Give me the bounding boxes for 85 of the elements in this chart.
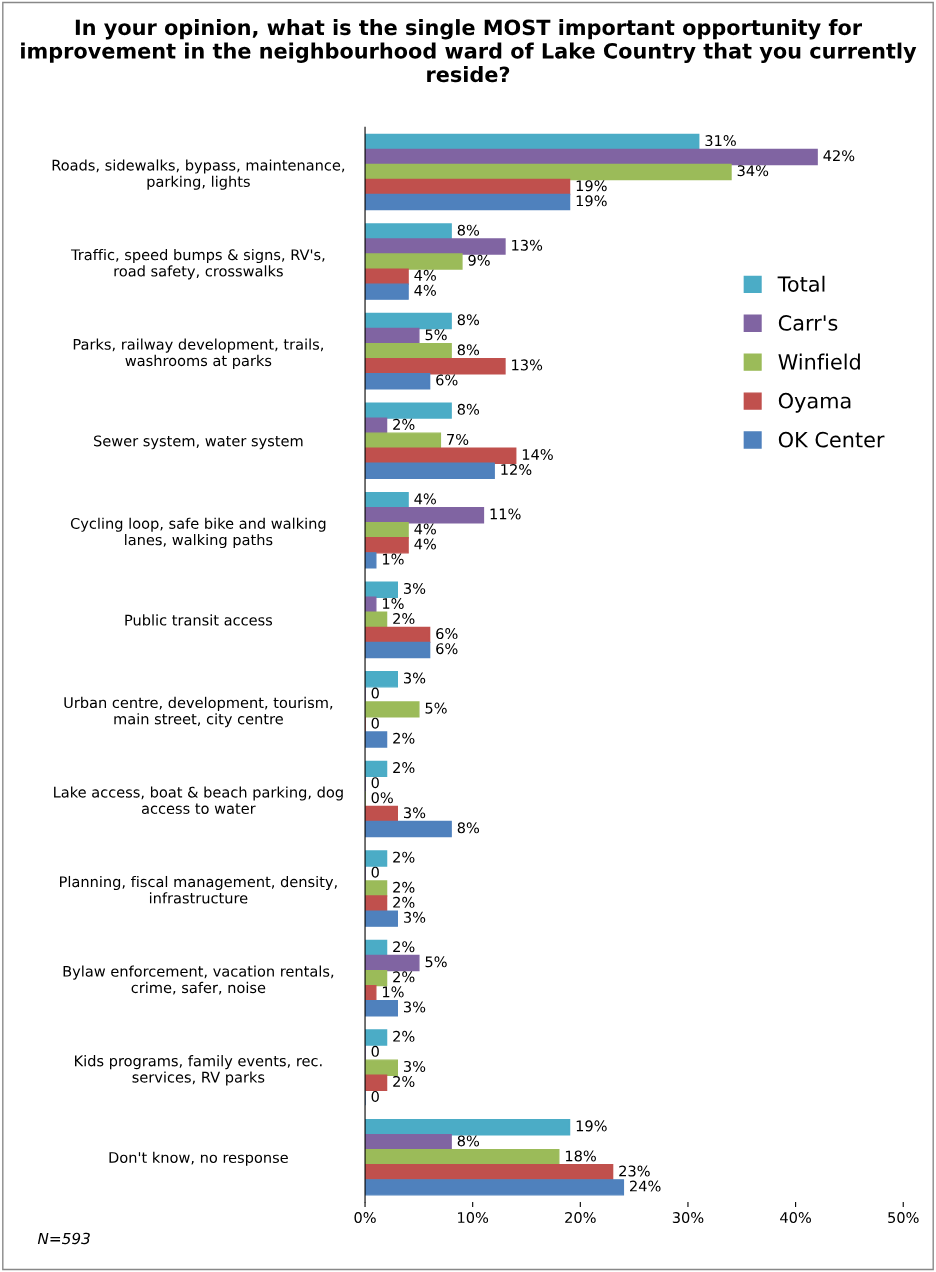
data-label: 3%: [404, 582, 426, 594]
data-label: 0: [371, 1045, 379, 1057]
legend-label: Oyama: [778, 392, 851, 413]
x-tick-label: 30%: [672, 1212, 704, 1224]
data-label: 34%: [737, 165, 769, 177]
data-label: 2%: [393, 851, 415, 863]
data-label: 4%: [414, 269, 436, 281]
data-label: 0: [371, 866, 379, 878]
data-label: 19%: [576, 195, 607, 207]
data-label: 3%: [404, 672, 426, 684]
data-label: 2%: [393, 896, 415, 908]
data-label: 6%: [436, 643, 458, 655]
y-tick-label: Don't know, no response: [109, 1151, 288, 1166]
data-label: 18%: [565, 1150, 596, 1162]
data-label: 7%: [447, 433, 469, 445]
legend-label: Carr's: [778, 315, 838, 331]
data-label: 4%: [414, 284, 436, 296]
data-label: 2%: [393, 732, 415, 744]
x-tick-label: 20%: [565, 1212, 596, 1224]
data-label: 2%: [393, 881, 415, 893]
data-label: 0: [371, 687, 379, 699]
data-label: 4%: [414, 538, 436, 550]
data-label: 14%: [522, 448, 553, 460]
data-label: 19%: [576, 180, 607, 192]
data-label: 2%: [393, 1030, 415, 1042]
y-tick-label: Roads, sidewalks, bypass, maintenance, parking, lights: [52, 159, 345, 190]
data-label: 3%: [404, 911, 426, 923]
y-tick-label: Sewer system, water system: [94, 435, 303, 450]
y-tick-label: Urban centre, development, tourism, main street, city centre: [64, 696, 333, 728]
data-label: 5%: [425, 956, 447, 968]
x-tick-label: 40%: [780, 1212, 811, 1224]
data-label: 8%: [457, 403, 480, 415]
y-tick-label: Parks, railway development, trails, washrooms at parks: [73, 338, 323, 369]
data-label: 1%: [382, 553, 404, 565]
data-label: 6%: [436, 374, 458, 386]
data-label: 11%: [490, 508, 521, 520]
x-tick-label: 0%: [354, 1212, 376, 1224]
y-tick-label: Public transit access: [125, 614, 273, 626]
y-tick-label: Cycling loop, safe bike and walking lanes, walking paths: [70, 517, 326, 549]
data-label: 2%: [393, 418, 415, 430]
data-label: 13%: [512, 239, 543, 251]
data-label: 8%: [457, 822, 480, 834]
data-label: 2%: [393, 971, 415, 983]
y-tick-label: Planning, fiscal management, density, infrastructure: [60, 875, 337, 904]
data-label: 13%: [512, 359, 543, 371]
y-tick-label: Kids programs, family events, rec. services, RV parks: [75, 1055, 322, 1086]
legend-label: OK Center: [778, 431, 885, 448]
data-label: 8%: [457, 224, 480, 236]
data-label: 24%: [630, 1180, 661, 1192]
data-label: 0: [371, 777, 379, 789]
data-label: 4%: [414, 493, 436, 505]
data-label: 2%: [393, 762, 415, 774]
data-label: 5%: [425, 329, 447, 341]
x-tick-label: 10%: [458, 1212, 489, 1224]
data-label: 0%: [371, 792, 393, 804]
data-label: 3%: [404, 1001, 426, 1013]
data-label: 2%: [393, 613, 415, 625]
data-label: 42%: [823, 150, 855, 162]
x-tick-label: 50%: [888, 1212, 919, 1224]
data-label: 3%: [404, 807, 426, 819]
y-tick-label: Lake access, boat & beach parking, dog access to water: [54, 786, 343, 814]
data-label: 3%: [404, 1060, 426, 1072]
data-label: 8%: [457, 344, 480, 356]
data-label: 12%: [501, 463, 532, 476]
data-label: 2%: [393, 941, 415, 953]
data-label: 4%: [414, 523, 436, 535]
data-label: 1%: [382, 986, 404, 998]
y-tick-label: Bylaw enforcement, vacation rentals, crime, safer, noise: [63, 965, 334, 995]
data-label: 1%: [382, 597, 404, 610]
data-label: 8%: [457, 314, 480, 326]
chart-title: In your opinion, what is the single MOST important opportunity for improvement in the neighbourhood ward of Lake Country that you currently reside?: [21, 19, 917, 83]
data-label: 0: [371, 1090, 379, 1103]
data-label: 9%: [468, 254, 490, 266]
text: N=593: [37, 1232, 90, 1245]
data-label: 23%: [619, 1165, 650, 1177]
data-label: 6%: [436, 628, 458, 640]
y-tick-label: Traffic, speed bumps & signs, RV's, road safety, crosswalks: [70, 248, 325, 280]
data-label: 0: [371, 717, 379, 729]
data-label: 19%: [576, 1120, 607, 1132]
data-label: 2%: [393, 1075, 415, 1087]
legend-label: Total: [777, 275, 825, 292]
data-label: 5%: [425, 702, 447, 714]
legend-label: Winfield: [778, 353, 860, 370]
data-label: 31%: [705, 135, 736, 147]
data-label: 8%: [457, 1135, 480, 1147]
